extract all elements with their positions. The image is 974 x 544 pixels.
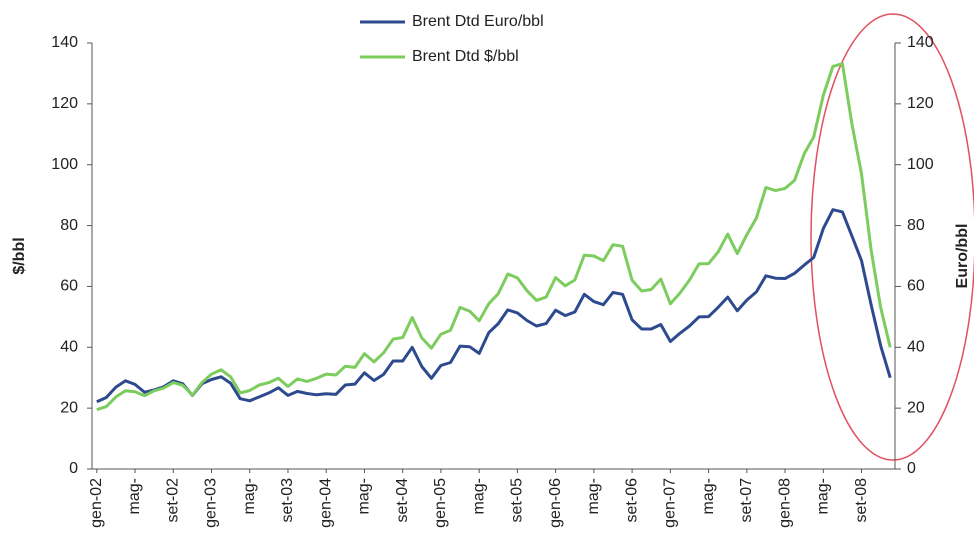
x-tick-label: mag-	[700, 478, 717, 514]
x-tick-label: mag-	[126, 478, 143, 514]
series-line	[96, 208, 892, 404]
x-tick-label: gen-03	[203, 478, 220, 528]
y-tick-label: 120	[51, 95, 78, 112]
y2-axis-label: Euro/bbl	[954, 224, 971, 289]
y2-tick-label: 0	[907, 460, 916, 477]
y-tick-label: 40	[60, 339, 78, 356]
y-tick-label: 20	[60, 399, 78, 416]
y-tick-label: 80	[60, 217, 78, 234]
y2-tick-label: 100	[907, 156, 934, 173]
x-tick-label: set-03	[279, 478, 296, 523]
y2-tick-label: 120	[907, 95, 934, 112]
series-line	[96, 62, 892, 412]
legend-label: Brent Dtd $/bbl	[412, 48, 519, 65]
y-tick-label: 100	[51, 156, 78, 173]
y-tick-label: 60	[60, 278, 78, 295]
legend-label: Brent Dtd Euro/bbl	[412, 13, 544, 30]
y2-tick-label: 60	[907, 278, 925, 295]
x-tick-label: mag-	[470, 478, 487, 514]
y-tick-label: 0	[69, 460, 78, 477]
highlight-ellipse	[810, 13, 974, 461]
x-tick-label: set-02	[164, 478, 181, 523]
x-tick-label: gen-02	[88, 478, 105, 528]
y2-tick-label: 40	[907, 339, 925, 356]
y-tick-label: 140	[51, 34, 78, 51]
y2-tick-label: 20	[907, 399, 925, 416]
y-axis-label: $/bbl	[11, 237, 28, 274]
x-tick-label: mag-	[241, 478, 258, 514]
x-tick-label: mag-	[356, 478, 373, 514]
x-tick-label: set-08	[853, 478, 870, 523]
x-tick-label: set-06	[623, 478, 640, 523]
x-tick-label: mag-	[585, 478, 602, 514]
x-tick-label: mag-	[815, 478, 832, 514]
y2-tick-label: 140	[907, 34, 934, 51]
x-tick-label: set-07	[738, 478, 755, 523]
x-tick-label: gen-06	[547, 478, 564, 528]
y2-tick-label: 80	[907, 217, 925, 234]
x-tick-label: gen-05	[432, 478, 449, 528]
x-tick-label: gen-04	[317, 478, 334, 528]
x-tick-label: set-04	[394, 478, 411, 523]
x-tick-label: set-05	[509, 478, 526, 523]
x-tick-label: gen-07	[662, 478, 679, 528]
x-tick-label: gen-08	[776, 478, 793, 528]
